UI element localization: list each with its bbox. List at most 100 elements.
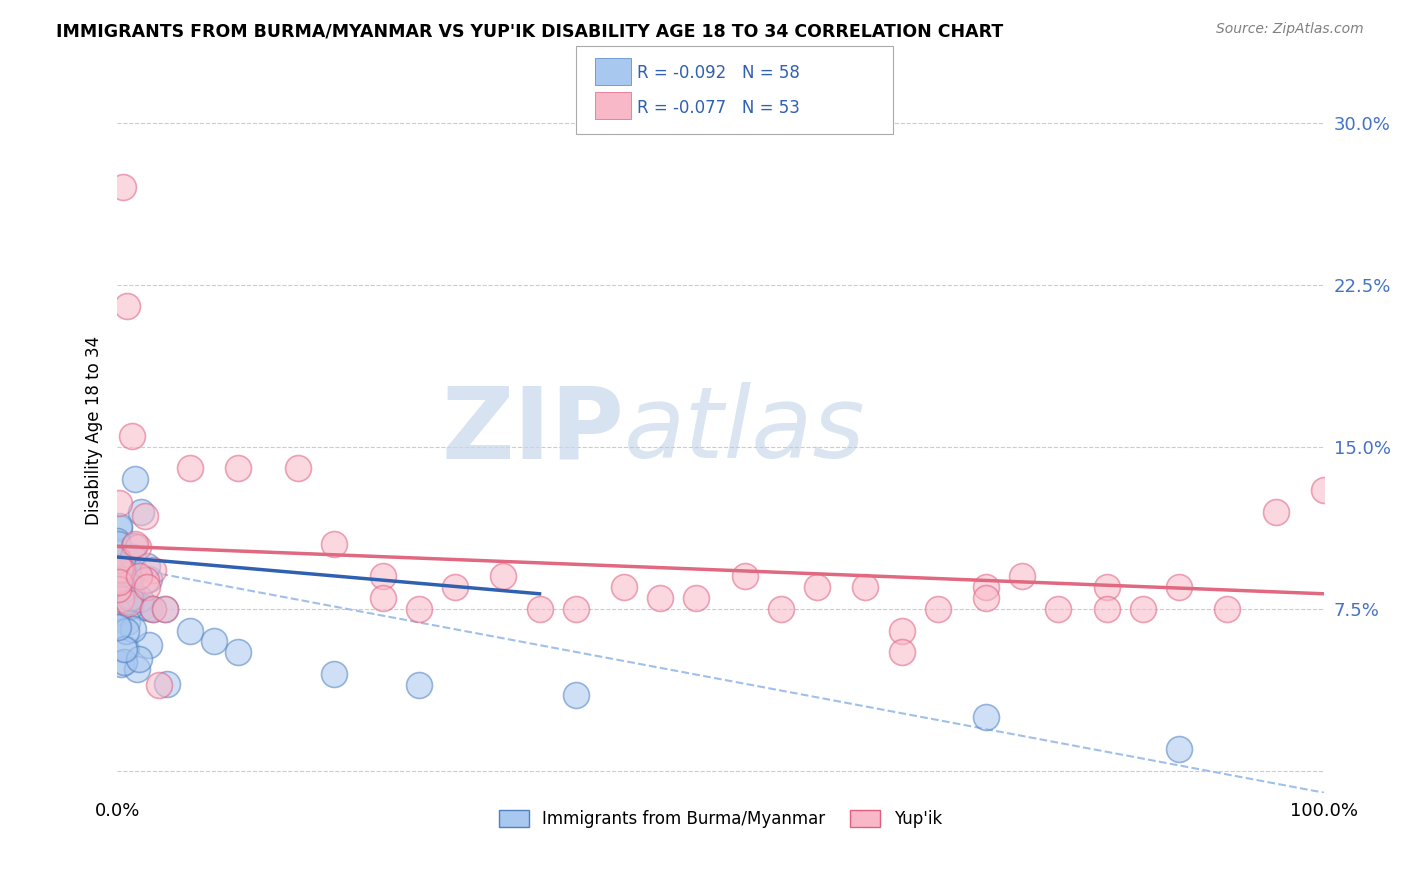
Point: [853, 580, 876, 594]
Point: [114, 586, 136, 600]
Point: [111, 558, 134, 573]
Point: [107, 582, 129, 597]
Point: [105, 550, 128, 565]
Point: [117, 565, 139, 579]
Point: [135, 573, 157, 587]
Point: [1168, 580, 1191, 594]
Point: [974, 580, 997, 594]
Point: [118, 566, 141, 581]
Legend: Immigrants from Burma/Myanmar, Yup'ik: Immigrants from Burma/Myanmar, Yup'ik: [492, 804, 949, 835]
Point: [108, 562, 131, 576]
Point: [112, 641, 135, 656]
Point: [1095, 580, 1118, 594]
Point: [1264, 505, 1286, 519]
Point: [107, 534, 129, 549]
Point: [124, 537, 146, 551]
Point: [408, 602, 430, 616]
Point: [108, 605, 131, 619]
Point: [118, 596, 141, 610]
Point: [136, 580, 159, 594]
Point: [110, 599, 132, 614]
Point: [118, 580, 141, 594]
Point: [1313, 483, 1336, 497]
Point: [287, 461, 309, 475]
Point: [492, 569, 515, 583]
Point: [371, 591, 394, 606]
Text: R = -0.092   N = 58: R = -0.092 N = 58: [637, 64, 800, 82]
Point: [155, 677, 177, 691]
Point: [138, 638, 160, 652]
Point: [107, 605, 129, 619]
Point: [108, 521, 131, 535]
Point: [323, 666, 346, 681]
Point: [128, 592, 150, 607]
Point: [134, 508, 156, 523]
Text: atlas: atlas: [624, 382, 866, 479]
Point: [927, 602, 949, 616]
Point: [408, 677, 430, 691]
Point: [115, 642, 138, 657]
Point: [890, 624, 912, 638]
Point: [118, 591, 141, 606]
Point: [121, 622, 143, 636]
Point: [125, 662, 148, 676]
Point: [115, 299, 138, 313]
Point: [108, 572, 131, 586]
Point: [107, 495, 129, 509]
Point: [136, 558, 159, 573]
Point: [806, 580, 828, 594]
Point: [128, 651, 150, 665]
Point: [131, 505, 153, 519]
Point: [121, 590, 143, 604]
Point: [110, 591, 132, 606]
Point: [115, 552, 138, 566]
Point: [118, 599, 141, 613]
Point: [122, 539, 145, 553]
Point: [107, 620, 129, 634]
Point: [120, 584, 142, 599]
Point: [1011, 569, 1033, 583]
Point: [1168, 742, 1191, 756]
Point: [138, 572, 160, 586]
Y-axis label: Disability Age 18 to 34: Disability Age 18 to 34: [86, 336, 103, 525]
Point: [108, 575, 131, 590]
Point: [112, 656, 135, 670]
Point: [122, 565, 145, 579]
Point: [128, 569, 150, 583]
Point: [112, 575, 135, 590]
Point: [650, 591, 672, 606]
Point: [117, 615, 139, 629]
Point: [564, 602, 586, 616]
Point: [323, 537, 346, 551]
Point: [110, 657, 132, 671]
Text: IMMIGRANTS FROM BURMA/MYANMAR VS YUP'IK DISABILITY AGE 18 TO 34 CORRELATION CHAR: IMMIGRANTS FROM BURMA/MYANMAR VS YUP'IK …: [56, 22, 1004, 40]
Point: [138, 600, 160, 615]
Point: [1095, 602, 1118, 616]
Point: [734, 569, 756, 583]
Text: ZIP: ZIP: [441, 382, 624, 479]
Point: [120, 592, 142, 607]
Point: [444, 580, 467, 594]
Point: [111, 564, 134, 578]
Point: [371, 569, 394, 583]
Point: [974, 591, 997, 606]
Point: [117, 593, 139, 607]
Point: [1132, 602, 1154, 616]
Point: [148, 677, 170, 691]
Point: [155, 602, 177, 616]
Point: [127, 540, 149, 554]
Point: [226, 645, 249, 659]
Point: [107, 537, 129, 551]
Point: [769, 602, 792, 616]
Point: [115, 624, 138, 638]
Point: [202, 634, 225, 648]
Point: [1047, 602, 1070, 616]
Point: [117, 561, 139, 575]
Point: [155, 602, 177, 616]
Point: [890, 645, 912, 659]
Point: [142, 602, 165, 616]
Point: [226, 461, 249, 475]
Point: [974, 710, 997, 724]
Point: [112, 180, 135, 194]
Point: [564, 689, 586, 703]
